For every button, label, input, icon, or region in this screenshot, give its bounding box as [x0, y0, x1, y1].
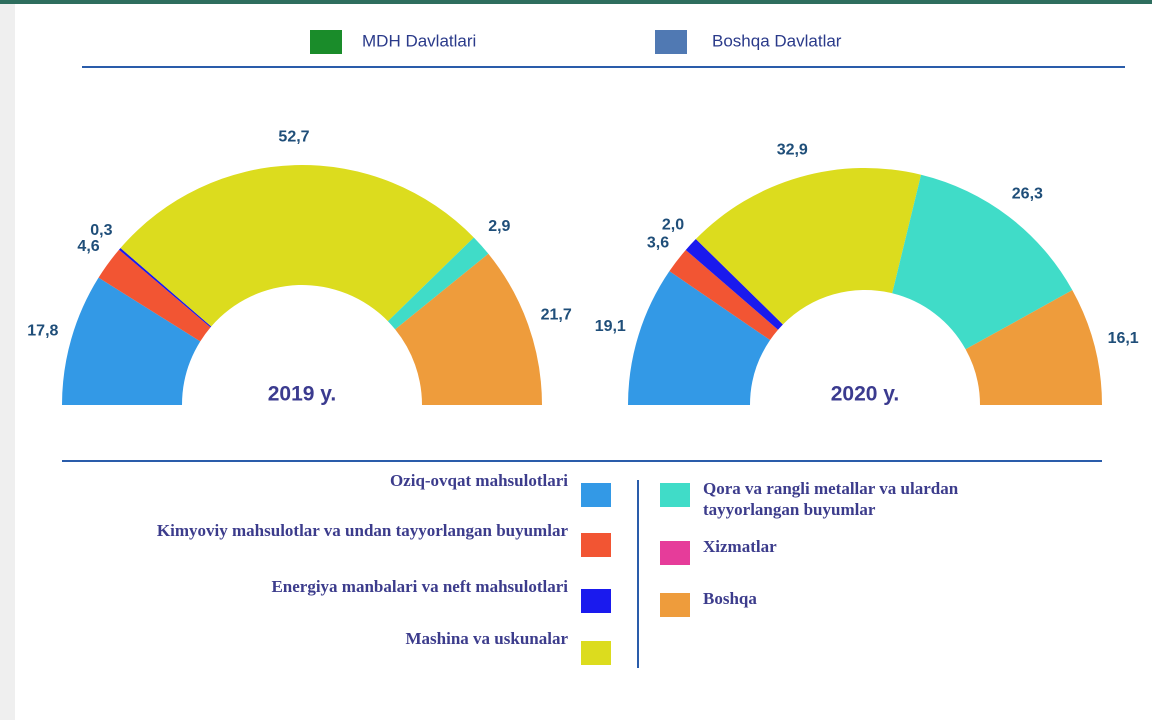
data-label: 4,6: [77, 238, 99, 255]
chart-title: 2020 y.: [831, 383, 900, 406]
slice: [395, 253, 542, 405]
slice: [669, 249, 779, 341]
slice: [62, 277, 201, 405]
data-label: 52,7: [278, 128, 309, 145]
legend-label: Oziq-ovqat mahsulotlari: [389, 471, 568, 490]
legend-label: Boshqa: [703, 589, 757, 608]
legend-swatch: [581, 533, 611, 557]
data-label: 0,3: [90, 222, 112, 239]
slice: [387, 237, 489, 330]
legend-swatch: [655, 30, 687, 54]
data-label: 26,3: [1012, 186, 1043, 203]
slice: [628, 271, 771, 405]
legend-label: Energiya manbalari va neft mahsulotlari: [271, 577, 568, 596]
legend-swatch: [660, 483, 690, 507]
legend-label: MDH Davlatlari: [362, 31, 476, 50]
legend-swatch: [581, 483, 611, 507]
legend-swatch: [660, 593, 690, 617]
chart-title: 2019 y.: [268, 383, 337, 406]
slice: [685, 239, 783, 330]
legend-label: Kimyoviy mahsulotlar va undan tayyorlang…: [156, 521, 568, 540]
legend-label: Xizmatlar: [703, 537, 777, 556]
data-label: 2,0: [662, 217, 684, 234]
top-border: [0, 0, 1152, 4]
data-label: 21,7: [541, 307, 572, 324]
legend-swatch: [310, 30, 342, 54]
data-label: 16,1: [1108, 330, 1139, 347]
legend-swatch: [660, 541, 690, 565]
legend-label: Mashina va uskunalar: [405, 629, 569, 648]
slice: [695, 168, 922, 325]
slice: [892, 174, 1073, 350]
slice: [120, 164, 474, 327]
slice: [119, 247, 212, 328]
slice: [965, 290, 1102, 405]
slice: [98, 249, 211, 342]
data-label: 2,9: [488, 218, 510, 235]
data-label: 3,6: [647, 234, 669, 251]
data-label: 32,9: [777, 141, 808, 158]
legend-label: Boshqa Davlatlar: [712, 31, 842, 50]
data-label: 19,1: [595, 318, 626, 335]
legend-label: Qora va rangli metallar va ulardan tayyo…: [703, 479, 959, 519]
side-bar: [0, 4, 15, 720]
legend-swatch: [581, 641, 611, 665]
legend-swatch: [581, 589, 611, 613]
data-label: 17,8: [27, 322, 58, 339]
